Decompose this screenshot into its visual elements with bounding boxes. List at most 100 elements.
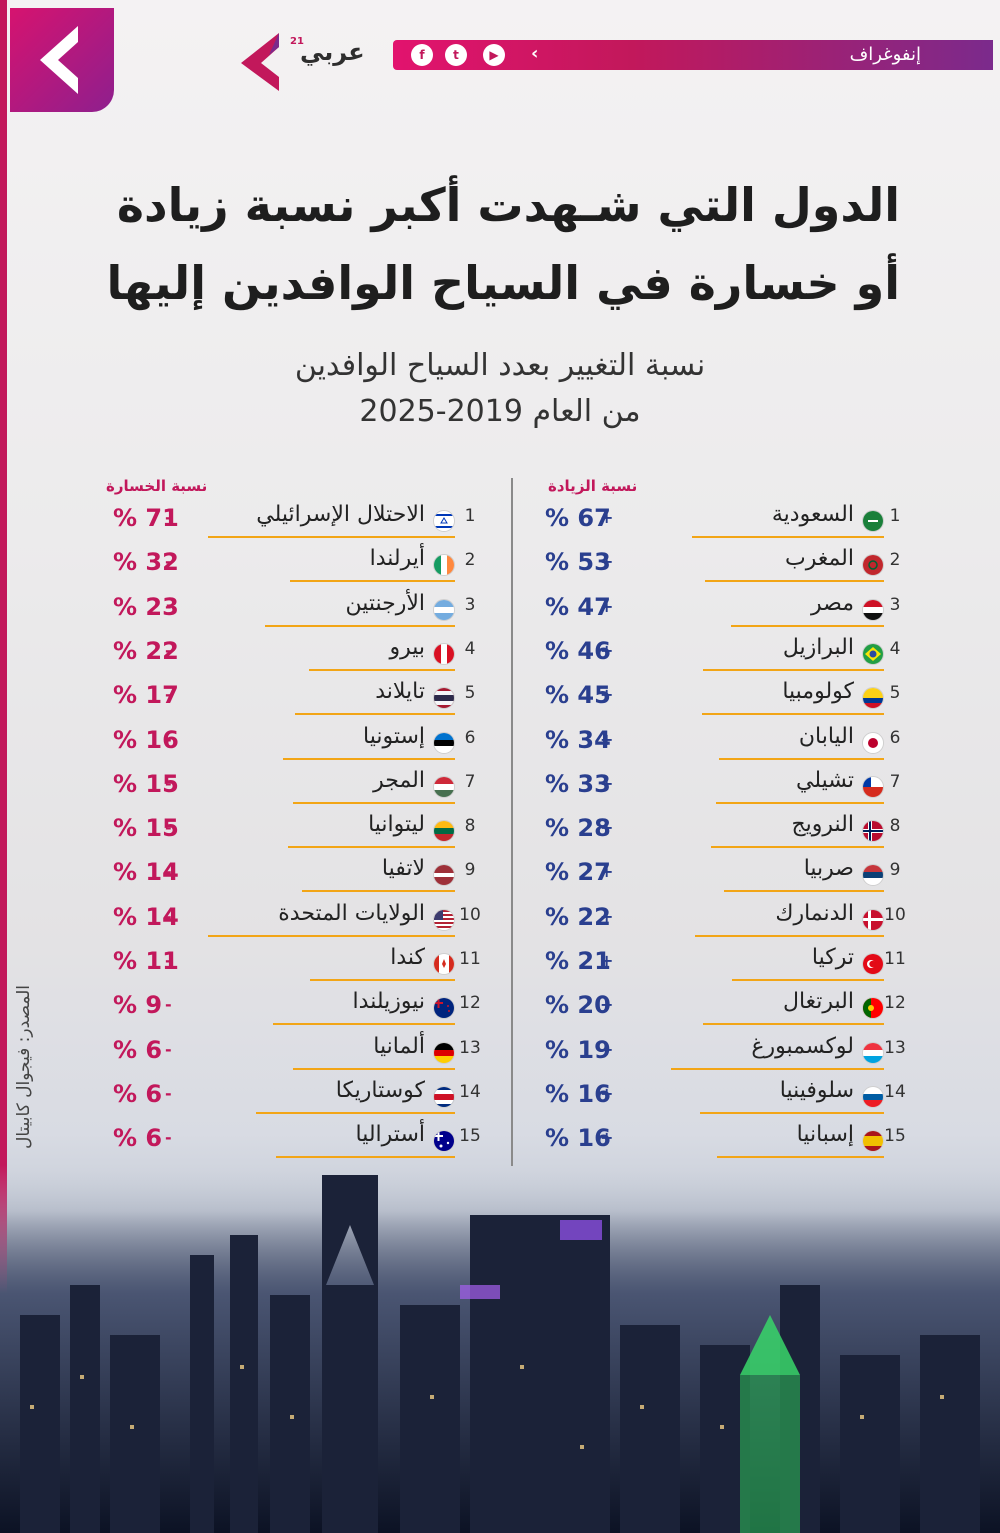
change-sign: + <box>600 596 614 616</box>
change-value: % 34 <box>545 725 611 754</box>
rank-number: 14 <box>884 1081 906 1102</box>
change-value: % 16 <box>545 1079 611 1108</box>
country-name: لاتفيا <box>381 856 425 882</box>
colombia-flag-icon <box>862 687 884 710</box>
change-sign: + <box>600 685 614 705</box>
row-underline <box>272 1023 455 1026</box>
canada-flag-icon <box>433 953 455 975</box>
germany-flag-icon <box>433 1041 455 1064</box>
row-underline <box>702 713 884 716</box>
category-label: إنفوغراف <box>849 44 921 65</box>
change-sign: - <box>165 773 172 793</box>
row-underline <box>293 1067 455 1070</box>
country-name: كوستاريكا <box>335 1077 425 1103</box>
rank-number: 15 <box>459 1126 481 1147</box>
arrow-logo-icon <box>241 33 279 91</box>
change-value: % 17 <box>113 681 179 710</box>
change-value: % 71 <box>113 504 179 532</box>
subtitle-line-2: من العام 2019-2025 <box>359 394 641 429</box>
country-name: البرازيل <box>782 634 854 660</box>
loss-row: % 17- تايلاند 5 <box>113 677 483 719</box>
country-name: بيرو <box>389 634 425 660</box>
slovenia-flag-icon <box>862 1085 884 1108</box>
change-sign: - <box>165 508 172 527</box>
increase-row: % 16 + سلوفينيا 14 <box>545 1076 915 1118</box>
change-value: % 27 <box>545 858 611 887</box>
country-name: إسبانيا <box>796 1122 854 1148</box>
brand-number: 21 <box>290 36 304 47</box>
change-sign: - <box>165 1083 172 1103</box>
country-name: تشيلي <box>795 767 854 793</box>
row-underline <box>715 801 884 804</box>
country-name: الاحتلال الإسرائيلي <box>256 502 425 527</box>
increase-row: % 27 + صربيا 9 <box>545 854 915 896</box>
twitter-icon[interactable]: t <box>445 44 467 66</box>
row-underline <box>309 668 455 671</box>
change-value: % 28 <box>545 814 611 843</box>
thailand-flag-icon <box>433 687 455 710</box>
change-sign: - <box>165 1039 172 1059</box>
rank-number: 12 <box>459 993 481 1014</box>
argentina-flag-icon <box>433 598 455 621</box>
change-sign: - <box>165 906 172 926</box>
increase-row: % 22 + الدنمارك 10 <box>545 899 915 941</box>
chile-flag-icon <box>862 775 884 798</box>
change-sign: + <box>600 951 614 970</box>
latvia-flag-icon <box>433 864 455 887</box>
country-name: مصر <box>810 590 854 616</box>
country-name: أيرلندا <box>369 546 425 572</box>
rank-number: 11 <box>884 949 906 969</box>
row-underline <box>702 1023 884 1026</box>
country-name: إستونيا <box>362 723 425 749</box>
change-sign: - <box>165 640 172 660</box>
source-note: المصدر: فيجوال كابيتال <box>14 985 34 1150</box>
country-name: اليابان <box>798 723 854 749</box>
row-underline <box>293 801 455 804</box>
change-sign: + <box>600 1128 614 1148</box>
rank-number: 13 <box>884 1037 906 1058</box>
change-value: % 53 <box>545 548 611 577</box>
rank-number: 13 <box>459 1037 481 1058</box>
lithuania-flag-icon <box>433 820 455 843</box>
row-underline <box>671 1067 884 1070</box>
country-name: سلوفينيا <box>779 1077 854 1103</box>
change-value: % 14 <box>113 902 179 931</box>
country-name: لوكسمبورغ <box>751 1033 854 1059</box>
rank-number: 8 <box>464 816 476 837</box>
increase-row: % 67 + السعودية 1 <box>545 500 915 542</box>
row-underline <box>208 536 455 538</box>
change-value: % 32 <box>113 548 179 577</box>
row-underline <box>208 934 455 937</box>
increase-row: % 16 + إسبانيا 15 <box>545 1120 915 1162</box>
row-underline <box>310 979 455 981</box>
rank-number: 14 <box>459 1081 481 1102</box>
row-underline <box>699 1111 884 1114</box>
loss-row: % 15- ليتوانيا 8 <box>113 810 483 852</box>
change-value: % 16 <box>113 725 179 754</box>
change-value: % 6 <box>113 1079 163 1108</box>
youtube-icon[interactable]: ▶ <box>483 44 505 66</box>
increase-row: % 33 + تشيلي 7 <box>545 766 915 808</box>
country-name: الولايات المتحدة <box>278 900 425 926</box>
country-name: ألمانيا <box>373 1033 425 1059</box>
rank-number: 4 <box>464 638 476 659</box>
change-sign: + <box>600 1039 614 1059</box>
row-underline <box>275 1156 455 1159</box>
rank-number: 10 <box>459 904 481 925</box>
arrow-logo-small-icon: ‹ <box>531 43 539 64</box>
turkey-flag-icon <box>862 953 884 975</box>
row-underline <box>695 934 884 937</box>
title-line-1: الدول التي شـهدت أكبر نسبة زيادة <box>116 178 900 232</box>
country-name: البرتغال <box>782 989 854 1015</box>
row-underline <box>716 1156 884 1159</box>
change-value: % 46 <box>545 636 611 665</box>
new-zealand-flag-icon <box>433 997 455 1020</box>
country-name: كولومبيا <box>782 679 854 705</box>
serbia-flag-icon <box>862 864 884 887</box>
facebook-icon[interactable]: f <box>411 44 433 66</box>
increase-row: % 21 + تركيا 11 <box>545 943 915 985</box>
left-frame-stripe <box>0 0 7 1533</box>
change-value: % 16 <box>545 1124 611 1153</box>
ireland-flag-icon <box>433 554 455 577</box>
rank-number: 4 <box>889 638 901 659</box>
